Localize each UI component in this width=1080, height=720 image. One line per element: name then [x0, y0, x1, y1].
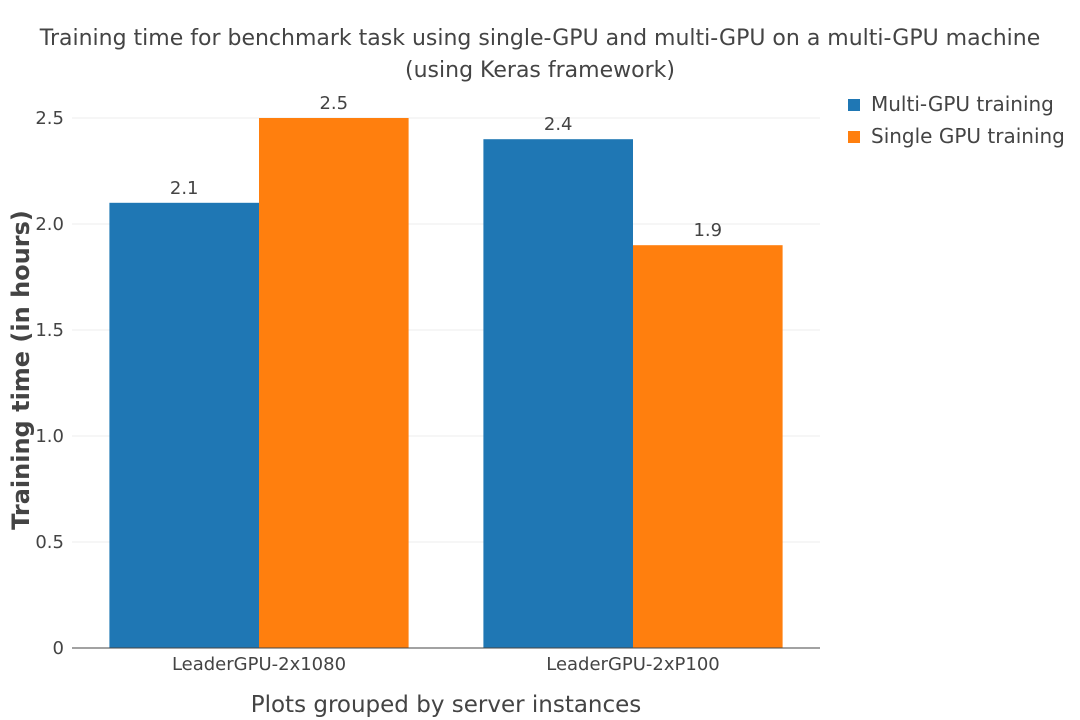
- data-label: 2.4: [544, 114, 573, 135]
- bar-multi-gpu: [483, 139, 633, 648]
- data-label: 1.9: [693, 220, 722, 241]
- x-tick-label: LeaderGPU-2x1080: [172, 654, 346, 675]
- y-tick-label: 0: [53, 638, 64, 659]
- x-axis-title: Plots grouped by server instances: [251, 692, 642, 718]
- axis-ticks: 0 0.5 1.0 1.5 2.0 2.5 LeaderGPU-2x1080 LeaderGP…: [35, 108, 719, 675]
- legend-swatch: [848, 99, 860, 111]
- legend: Multi-GPU training Single GPU training: [848, 92, 1065, 148]
- bars: [109, 118, 783, 649]
- y-tick-label: 0.5: [35, 532, 64, 553]
- legend-swatch: [848, 131, 860, 143]
- y-tick-label: 2.0: [35, 214, 64, 235]
- x-tick-label: LeaderGPU-2xP100: [546, 654, 720, 675]
- chart-subtitle: (using Keras framework): [405, 58, 675, 83]
- legend-label: Single GPU training: [871, 124, 1065, 148]
- bar-multi-gpu: [109, 202, 260, 649]
- bar-single-gpu: [633, 245, 783, 648]
- y-tick-label: 2.5: [35, 108, 64, 129]
- chart-title: Training time for benchmark task using s…: [39, 26, 1040, 51]
- y-tick-label: 1.5: [35, 320, 64, 341]
- legend-label: Multi-GPU training: [871, 92, 1054, 116]
- data-label: 2.1: [170, 178, 199, 199]
- data-labels: 2.1 2.5 2.4 1.9: [170, 93, 722, 241]
- y-axis-title: Training time (in hours): [7, 210, 35, 530]
- y-tick-label: 1.0: [35, 426, 64, 447]
- data-label: 2.5: [319, 93, 348, 114]
- bar-single-gpu: [259, 118, 409, 648]
